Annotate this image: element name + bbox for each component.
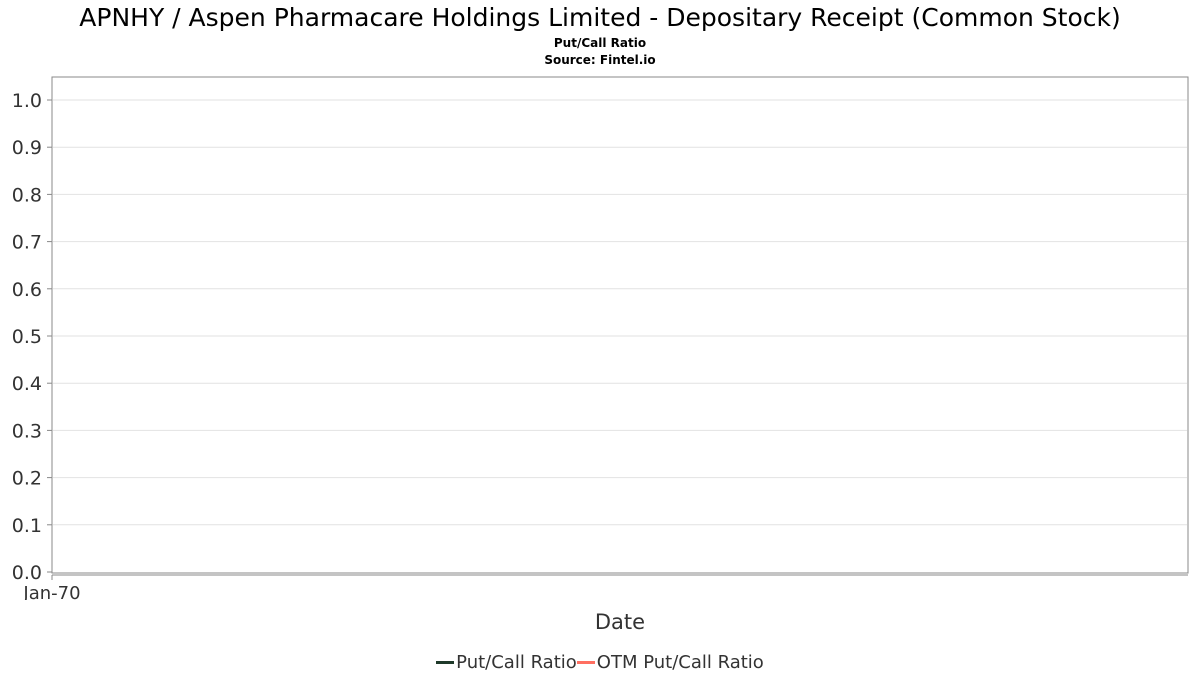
legend-label-put-call-ratio: Put/Call Ratio: [456, 651, 577, 673]
y-tick-label: 0.4: [12, 373, 42, 395]
y-tick-label: 0.5: [12, 326, 42, 348]
x-axis-label: Date: [594, 610, 646, 634]
y-tick-label: 1.0: [12, 90, 42, 112]
chart-source: Source: Fintel.io: [544, 53, 656, 67]
y-tick-label: 0.1: [12, 515, 42, 537]
y-tick-label: 0.7: [12, 232, 42, 254]
legend-swatch-put-call-ratio: [436, 661, 455, 664]
x-tick-label: Jan-70: [22, 583, 80, 600]
legend-label-otm-put-call-ratio: OTM Put/Call Ratio: [596, 651, 764, 673]
legend: Put/Call Ratio OTM Put/Call Ratio: [0, 646, 1200, 676]
y-tick-label: 0.3: [12, 420, 42, 442]
y-tick-label: 0.8: [12, 184, 42, 206]
chart-area: 0.0 0.1 0.2 0.3 0.4 0.5 0.6 0.7 0.8 0.9 1.0 Jan-70: [12, 76, 1189, 600]
chart-title: APNHY / Aspen Pharmacare Holdings Limite…: [79, 3, 1121, 32]
y-tick-label: 0.2: [12, 468, 42, 490]
legend-swatch-otm-put-call-ratio: [576, 661, 595, 664]
y-tick-label: 0.0: [12, 562, 42, 584]
y-tick-label: 0.6: [12, 279, 42, 301]
legend-item-put-call-ratio: Put/Call Ratio: [436, 650, 577, 676]
y-tick-label: 0.9: [12, 137, 42, 159]
legend-item-otm-put-call-ratio: OTM Put/Call Ratio: [576, 650, 764, 676]
plot-frame: [51, 76, 1189, 574]
chart-subtitle: Put/Call Ratio: [553, 36, 647, 50]
